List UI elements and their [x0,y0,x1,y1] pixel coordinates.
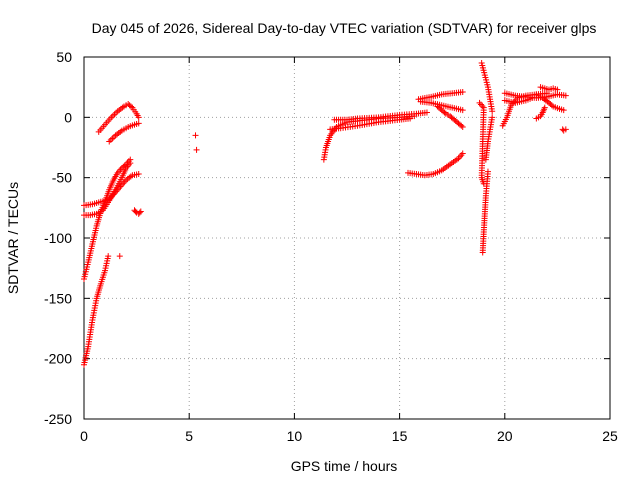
data-point [135,171,142,178]
grid-lines [84,57,610,419]
data-point [107,136,114,143]
x-tick-label: 20 [497,428,513,444]
data-point [459,107,466,114]
data-point [480,180,487,187]
data-point [137,208,144,215]
data-point [459,88,466,95]
data-point [192,132,199,139]
x-axis-label: GPS time / hours [291,458,398,474]
chart-title: Day 045 of 2026, Sidereal Day-to-day VTE… [92,20,597,36]
x-tick-label: 10 [287,428,303,444]
y-tick-label: -150 [44,290,72,306]
data-point [562,126,569,133]
data-point [110,133,117,140]
data-point [109,112,116,119]
x-tick-labels: 0 5 10 15 20 25 [80,428,618,444]
axis-ticks [83,56,611,420]
data-point [484,168,491,175]
y-tick-label: 50 [56,49,72,65]
y-tick-label: -100 [44,230,72,246]
plot-frame [83,56,611,420]
data-point [116,253,123,260]
data-point [127,103,134,110]
data-point [489,108,496,115]
data-points [81,60,569,368]
data-point [127,160,134,167]
y-tick-label: -250 [44,411,72,427]
data-point [109,135,116,142]
x-tick-label: 0 [80,428,88,444]
x-tick-label: 15 [392,428,408,444]
x-tick-label: 5 [185,428,193,444]
data-point [529,95,536,102]
data-point [106,138,113,145]
data-point [560,107,567,114]
data-point [113,109,120,116]
data-point [459,150,466,157]
data-point [489,114,496,121]
data-point [136,209,143,216]
data-point [541,104,548,111]
data-point [105,253,112,260]
y-axis-label: SDTVAR / TECUs [5,182,21,294]
data-point [458,122,465,129]
data-point [423,109,430,116]
data-point [407,115,414,122]
data-point [111,111,118,118]
data-point [562,92,569,99]
data-point [554,86,561,93]
data-point [459,123,466,130]
data-point [132,208,139,215]
data-point [193,146,200,153]
y-tick-label: -200 [44,351,72,367]
data-point [135,120,142,127]
data-point [135,114,142,121]
x-tick-label: 25 [602,428,618,444]
y-tick-labels: -250 -200 -150 -100 -50 0 50 [44,49,72,427]
y-tick-label: -50 [52,170,72,186]
y-tick-label: 0 [64,109,72,125]
data-point [441,109,448,116]
data-point [548,102,555,109]
